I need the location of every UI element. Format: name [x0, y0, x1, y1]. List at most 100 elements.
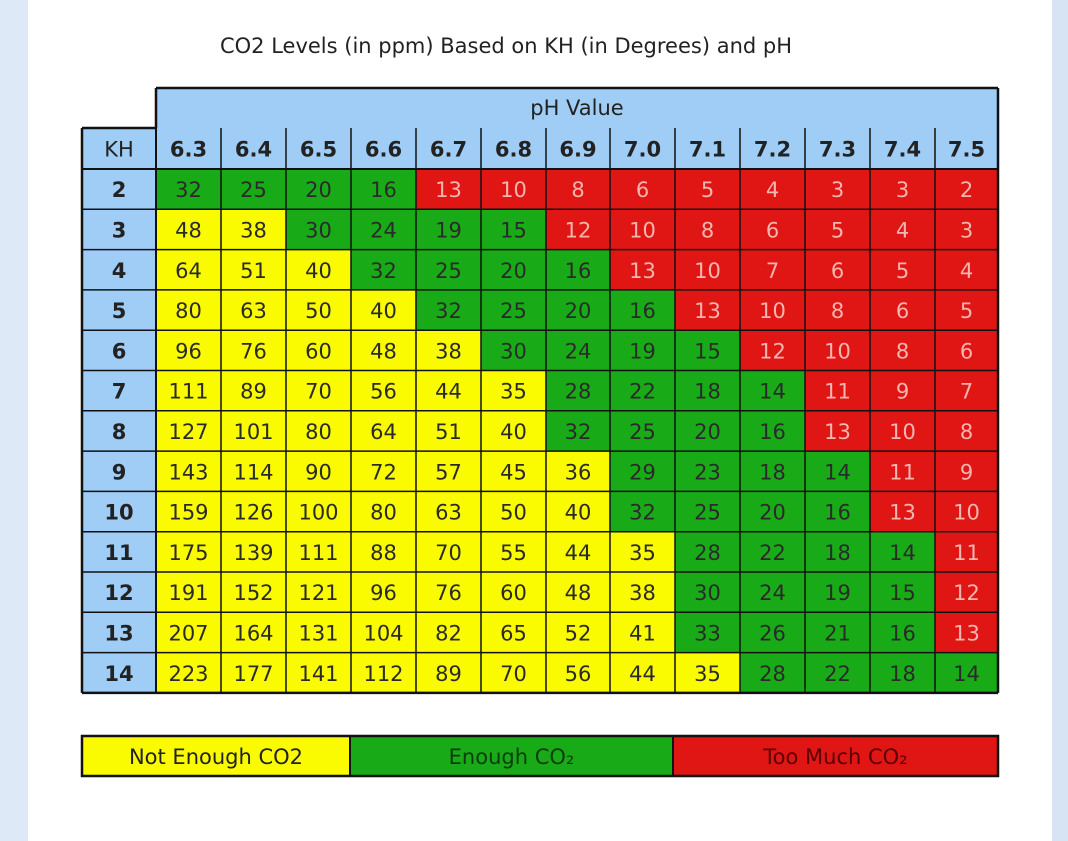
cell-value: 4	[766, 178, 779, 202]
cell-value: 32	[435, 299, 462, 323]
cell-value: 5	[896, 259, 909, 283]
kh-row-label-8: 8	[112, 420, 127, 444]
cell-value: 191	[168, 581, 208, 605]
cell-value: 80	[305, 420, 332, 444]
cell-bg	[675, 491, 740, 532]
legend-swatch-enough	[350, 736, 673, 776]
cell-bg	[156, 491, 221, 532]
cell-bg	[351, 410, 416, 452]
cell-value: 8	[831, 299, 844, 323]
cell-bg	[805, 169, 870, 210]
cell-value: 57	[435, 460, 462, 484]
cell-value: 50	[500, 501, 527, 525]
cell-bg	[935, 572, 998, 613]
cell-bg	[870, 572, 935, 613]
cell-value: 26	[759, 621, 786, 645]
cell-bg	[740, 289, 805, 331]
cell-bg	[805, 572, 870, 613]
cell-value: 141	[298, 662, 338, 686]
cell-bg	[870, 612, 935, 653]
scroll-edge	[1052, 0, 1068, 841]
cell-value: 15	[694, 339, 721, 363]
cell-bg	[221, 491, 286, 532]
cell-value: 44	[435, 380, 462, 404]
cell-value: 52	[565, 621, 592, 645]
cell-bg	[221, 289, 286, 331]
cell-bg	[870, 249, 935, 290]
cell-bg	[740, 652, 805, 693]
cell-value: 13	[694, 299, 721, 323]
cell-bg	[935, 612, 998, 653]
cell-bg	[870, 370, 935, 411]
cell-value: 11	[953, 541, 980, 565]
cell-value: 21	[824, 621, 851, 645]
legend-swatch-not_enough	[82, 736, 350, 776]
cell-value: 112	[363, 662, 403, 686]
cell-bg	[935, 289, 998, 331]
cell-bg	[286, 410, 351, 452]
cell-value: 24	[370, 218, 397, 242]
cell-value: 19	[629, 339, 656, 363]
cell-bg	[221, 652, 286, 693]
cell-bg	[675, 451, 740, 492]
cell-value: 7	[766, 259, 779, 283]
cell-bg	[870, 289, 935, 331]
cell-value: 38	[435, 339, 462, 363]
cell-bg	[610, 491, 675, 532]
cell-value: 25	[240, 178, 267, 202]
cell-value: 10	[889, 420, 916, 444]
cell-bg	[416, 410, 481, 452]
cell-bg	[675, 370, 740, 411]
cell-bg	[546, 451, 610, 492]
cell-value: 60	[305, 339, 332, 363]
cell-value: 100	[298, 501, 338, 525]
cell-value: 7	[960, 380, 973, 404]
cell-bg	[610, 289, 675, 331]
cell-value: 18	[759, 460, 786, 484]
cell-bg	[546, 249, 610, 290]
cell-bg	[286, 330, 351, 371]
cell-bg	[935, 410, 998, 452]
cell-value: 10	[824, 339, 851, 363]
cell-value: 24	[759, 581, 786, 605]
cell-value: 70	[435, 541, 462, 565]
cell-value: 65	[500, 621, 527, 645]
cell-bg	[156, 652, 221, 693]
cell-value: 35	[629, 541, 656, 565]
kh-row-label-3: 3	[112, 218, 127, 242]
legend-label-not_enough: Not Enough CO2	[129, 745, 303, 769]
cell-bg	[351, 491, 416, 532]
cell-value: 24	[565, 339, 592, 363]
cell-bg	[740, 209, 805, 250]
cell-bg	[740, 169, 805, 210]
cell-bg	[351, 209, 416, 250]
cell-bg	[416, 451, 481, 492]
cell-bg	[416, 370, 481, 411]
cell-bg	[675, 410, 740, 452]
cell-value: 22	[629, 380, 656, 404]
cell-bg	[481, 249, 546, 290]
cell-bg	[481, 289, 546, 331]
cell-value: 5	[701, 178, 714, 202]
ph-header-6.7: 6.7	[430, 138, 467, 162]
cell-bg	[481, 612, 546, 653]
cell-value: 10	[694, 259, 721, 283]
cell-value: 15	[500, 218, 527, 242]
cell-bg	[351, 652, 416, 693]
cell-value: 28	[759, 662, 786, 686]
cell-value: 121	[298, 581, 338, 605]
cell-bg	[805, 410, 870, 452]
cell-value: 126	[233, 501, 273, 525]
cell-bg	[610, 410, 675, 452]
cell-value: 32	[565, 420, 592, 444]
cell-value: 10	[953, 501, 980, 525]
cell-bg	[286, 491, 351, 532]
ph-header-6.8: 6.8	[495, 138, 532, 162]
cell-bg	[740, 572, 805, 613]
cell-bg	[740, 531, 805, 572]
cell-value: 56	[370, 380, 397, 404]
cell-value: 14	[889, 541, 916, 565]
cell-bg	[870, 451, 935, 492]
cell-value: 175	[168, 541, 208, 565]
